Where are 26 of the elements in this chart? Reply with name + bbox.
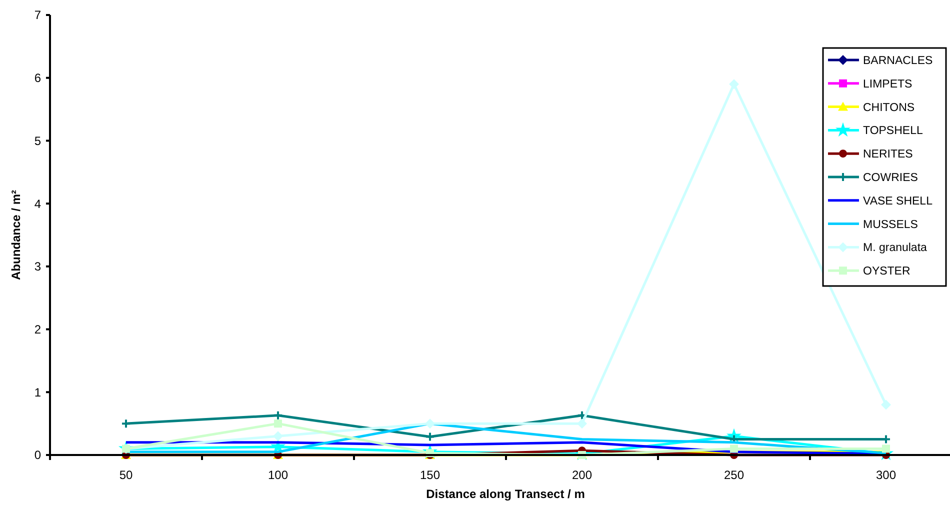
y-tick-label: 3 [34,260,42,274]
y-tick-label: 6 [34,71,42,86]
x-tick-label: 200 [572,468,592,482]
legend-label: COWRIES [863,172,918,184]
legend-label: LIMPETS [863,78,913,90]
legend-label: TOPSHELL [863,125,924,138]
y-tick-label: 1 [34,385,42,400]
x-tick-label: 150 [420,468,440,482]
y-tick-label: 7 [34,8,42,22]
x-tick-label: 300 [876,468,896,482]
x-tick-label: 250 [724,468,744,482]
y-tick-label: 5 [34,134,42,148]
legend-label: BARNACLES [863,55,933,68]
x-axis-title: Distance along Transect / m [426,487,585,501]
legend-label: CHITONS [863,102,915,114]
y-tick-label: 0 [34,448,42,462]
x-tick-label: 100 [268,468,288,482]
legend-label: NERITES [863,148,914,161]
legend-label: VASE SHELL [863,195,934,208]
legend-label: OYSTER [863,266,910,278]
y-tick-label: 2 [34,322,42,336]
y-axis-title: Abundance / m² [9,190,23,280]
legend-label: MUSSELS [863,218,918,231]
legend-label: M. granulata [863,242,928,254]
x-tick-label: 50 [119,468,133,482]
y-tick-label: 4 [34,196,42,211]
